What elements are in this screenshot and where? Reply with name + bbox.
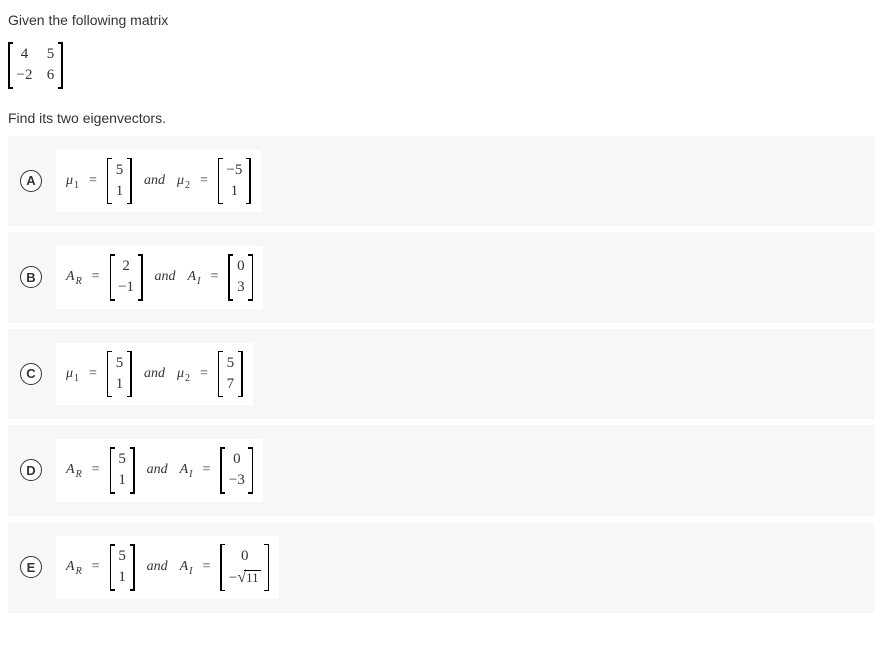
option-letter: D	[20, 459, 42, 481]
question-prompt-intro: Given the following matrix	[8, 12, 874, 28]
option-C[interactable]: C μ1 = 5 1 and μ2 =	[8, 329, 874, 420]
matrix-cell: −2	[14, 65, 36, 86]
matrix-cell: 4	[14, 44, 36, 65]
option-E[interactable]: E AR = 5 1 and AI =	[8, 522, 874, 614]
matrix-cell: 5	[43, 44, 57, 65]
option-letter: E	[20, 556, 42, 578]
option-letter: A	[20, 170, 42, 192]
option-content: AR = 2 −1 and AI = 0 3	[56, 246, 263, 309]
question-prompt-ask: Find its two eigenvectors.	[8, 110, 874, 126]
option-content: AR = 5 1 and AI = 0 −3	[56, 439, 263, 502]
option-letter: C	[20, 363, 42, 385]
option-D[interactable]: D AR = 5 1 and AI =	[8, 425, 874, 516]
option-A[interactable]: A μ1 = 5 1 and μ2 =	[8, 136, 874, 227]
given-matrix: 4 −2 5 6	[8, 42, 874, 92]
options-list: A μ1 = 5 1 and μ2 =	[8, 136, 874, 614]
option-content: μ1 = 5 1 and μ2 = 5 7	[56, 343, 253, 406]
option-B[interactable]: B AR = 2 −1 and AI =	[8, 232, 874, 323]
option-content: AR = 5 1 and AI = 0	[56, 536, 279, 600]
option-content: μ1 = 5 1 and μ2 = −5 1	[56, 150, 261, 213]
option-letter: B	[20, 266, 42, 288]
matrix-cell: 6	[43, 65, 57, 86]
